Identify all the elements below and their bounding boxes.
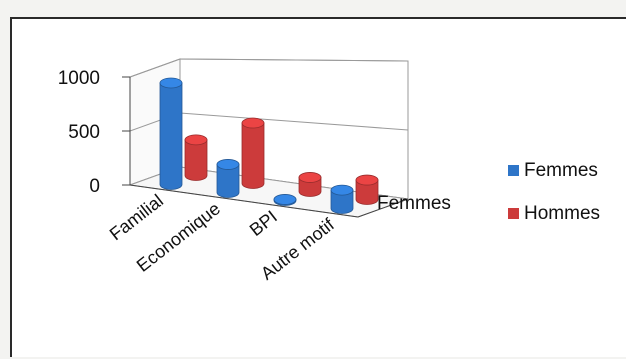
bar-top [241, 117, 265, 129]
legend-label-hommes: Hommes [524, 203, 600, 224]
bar-top [273, 194, 297, 205]
bar-top [159, 77, 183, 89]
x-tick-label: BPI [246, 206, 281, 240]
legend-swatch-femmes [508, 165, 519, 176]
legend-swatch-hommes [508, 208, 519, 219]
x-axis-line [129, 184, 359, 218]
chart-bars [159, 77, 379, 214]
gridline-side [129, 58, 181, 78]
y-tick-label: 500 [68, 122, 100, 143]
gridline-back [179, 112, 409, 131]
bar-femmes-0 [159, 77, 183, 190]
bar-hommes-0 [184, 134, 208, 181]
depth-axis-line [357, 198, 409, 218]
bar-femmes-2 [273, 194, 297, 206]
bar-top [330, 184, 354, 196]
bar-body [241, 122, 265, 189]
legend-label-femmes: Femmes [524, 160, 598, 181]
y-tick-label: 0 [89, 176, 100, 197]
y-tick-label: 1000 [58, 68, 100, 89]
bar-top [184, 134, 208, 146]
chart-frame: 1000 500 0 Familial Economique BPI Autre motif… [10, 17, 626, 357]
bar-top [298, 172, 322, 183]
bar-hommes-2 [298, 172, 322, 197]
bar-body [216, 164, 240, 198]
chart-legend: Femmes Hommes [508, 160, 600, 224]
bar-hommes-3 [355, 174, 379, 205]
depth-axis-label: Femmes [377, 193, 451, 214]
bar-body [355, 179, 379, 205]
bar-femmes-1 [216, 159, 240, 198]
bar-hommes-1 [241, 117, 265, 189]
bar-body [184, 139, 208, 181]
bar-body [330, 189, 354, 214]
bar-femmes-3 [330, 184, 354, 214]
x-tick-label: Familial [106, 190, 167, 244]
gridline-back [179, 58, 409, 62]
bar-top [216, 159, 240, 170]
bar-top [355, 174, 379, 186]
bar-body [159, 82, 183, 190]
